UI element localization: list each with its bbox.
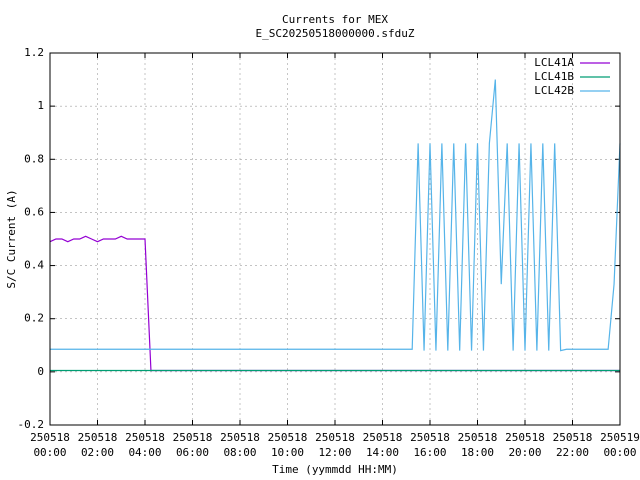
x-tick-label: 250518 — [458, 431, 498, 444]
chart-title: Currents for MEX — [282, 13, 388, 26]
y-tick-label: 1.2 — [24, 46, 44, 59]
y-tick-label: 0.2 — [24, 312, 44, 325]
plot-frame — [49, 52, 621, 426]
x-tick-label: 12:00 — [318, 446, 351, 459]
x-tick-label: 18:00 — [461, 446, 494, 459]
y-tick-label: 0 — [37, 365, 44, 378]
legend-label: LCL42B — [534, 84, 574, 97]
x-tick-label: 06:00 — [176, 446, 209, 459]
x-tick-label: 250518 — [553, 431, 593, 444]
y-axis-label: S/C Current (A) — [5, 189, 18, 288]
x-tick-label: 250518 — [30, 431, 70, 444]
x-tick-label: 250518 — [410, 431, 450, 444]
x-tick-label: 250519 — [600, 431, 640, 444]
x-tick-label: 250518 — [78, 431, 118, 444]
x-tick-label: 14:00 — [366, 446, 399, 459]
x-tick-label: 10:00 — [271, 446, 304, 459]
x-tick-label: 250518 — [268, 431, 308, 444]
legend-label: LCL41A — [534, 56, 574, 69]
x-tick-label: 16:00 — [413, 446, 446, 459]
y-tick-label: -0.2 — [18, 418, 45, 431]
y-tick-label: 0.6 — [24, 205, 44, 218]
x-tick-label: 04:00 — [128, 446, 161, 459]
x-tick-label: 250518 — [220, 431, 260, 444]
x-tick-label: 22:00 — [556, 446, 589, 459]
x-tick-label: 20:00 — [508, 446, 541, 459]
x-axis-label: Time (yymmdd HH:MM) — [272, 463, 398, 476]
x-tick-label: 02:00 — [81, 446, 114, 459]
y-tick-label: 0.4 — [24, 259, 44, 272]
series-line — [50, 79, 621, 352]
x-tick-label: 00:00 — [33, 446, 66, 459]
y-tick-label: 0.8 — [24, 152, 44, 165]
x-tick-label: 250518 — [125, 431, 165, 444]
x-tick-label: 250518 — [505, 431, 545, 444]
x-tick-label: 08:00 — [223, 446, 256, 459]
chart-subtitle: E_SC20250518000000.sfduZ — [256, 27, 415, 40]
x-tick-label: 250518 — [173, 431, 213, 444]
x-tick-label: 00:00 — [603, 446, 636, 459]
x-tick-label: 250518 — [315, 431, 355, 444]
legend-label: LCL41B — [534, 70, 574, 83]
y-tick-label: 1 — [37, 99, 44, 112]
x-tick-label: 250518 — [363, 431, 403, 444]
